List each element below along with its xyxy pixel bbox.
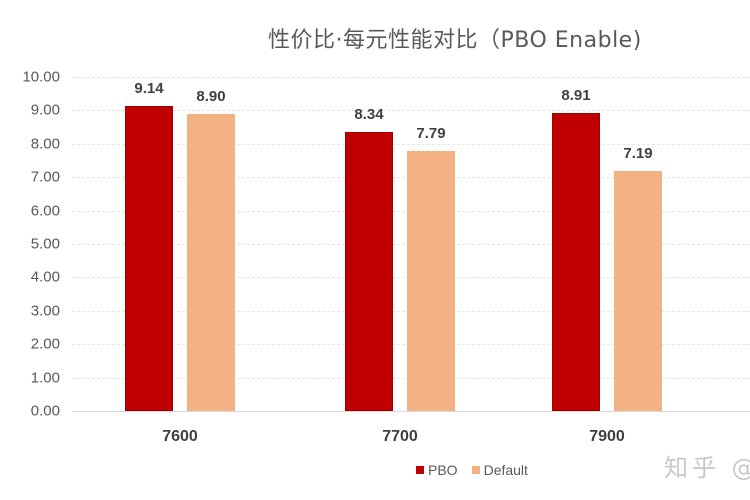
legend-label-pbo: PBO (428, 462, 458, 478)
y-tick-label: 7.00 (30, 168, 60, 186)
x-tick-label: 7600 (162, 428, 198, 445)
data-label-pbo-7600: 9.14 (134, 79, 164, 97)
y-tick-label: 3.00 (30, 302, 60, 320)
data-label-default-7700: 7.79 (416, 124, 446, 142)
data-label-default-7900: 7.19 (623, 144, 653, 162)
y-tick-label: 2.00 (30, 335, 60, 353)
legend: PBO Default (416, 462, 528, 478)
y-tick-label: 5.00 (30, 235, 60, 253)
legend-swatch-pbo (416, 466, 424, 474)
x-tick-label: 7700 (382, 428, 418, 445)
legend-item-default: Default (471, 462, 528, 478)
legend-swatch-default (471, 466, 480, 474)
bar-pbo-7700 (345, 132, 393, 411)
y-tick-label: 10.00 (22, 68, 60, 86)
legend-label-default: Default (483, 462, 528, 478)
data-label-pbo-7900: 8.91 (561, 87, 591, 105)
watermark: 知乎 @ (664, 454, 750, 482)
bar-default-7900 (614, 170, 662, 411)
y-tick-label: 9.00 (30, 101, 60, 119)
legend-item-pbo: PBO (416, 462, 458, 478)
bar-pbo-7900 (552, 113, 600, 411)
gridline (72, 110, 750, 112)
x-axis-line (72, 411, 750, 412)
data-label-default-7600: 8.90 (196, 87, 226, 105)
y-tick-label: 4.00 (30, 268, 60, 286)
chart-title: 性价比·每元性能对比（PBO Enable) (268, 28, 642, 53)
y-tick-label: 6.00 (30, 202, 60, 220)
y-tick-label: 1.00 (30, 369, 60, 387)
y-tick-label: 0.00 (30, 402, 60, 420)
bar-default-7600 (187, 113, 235, 411)
gridline (72, 77, 750, 78)
gridline (72, 143, 750, 145)
bar-default-7700 (407, 150, 455, 411)
data-label-pbo-7700: 8.34 (354, 106, 384, 124)
x-tick-label: 7900 (589, 428, 625, 445)
y-tick-label: 8.00 (30, 135, 60, 153)
bar-pbo-7600 (125, 105, 173, 411)
